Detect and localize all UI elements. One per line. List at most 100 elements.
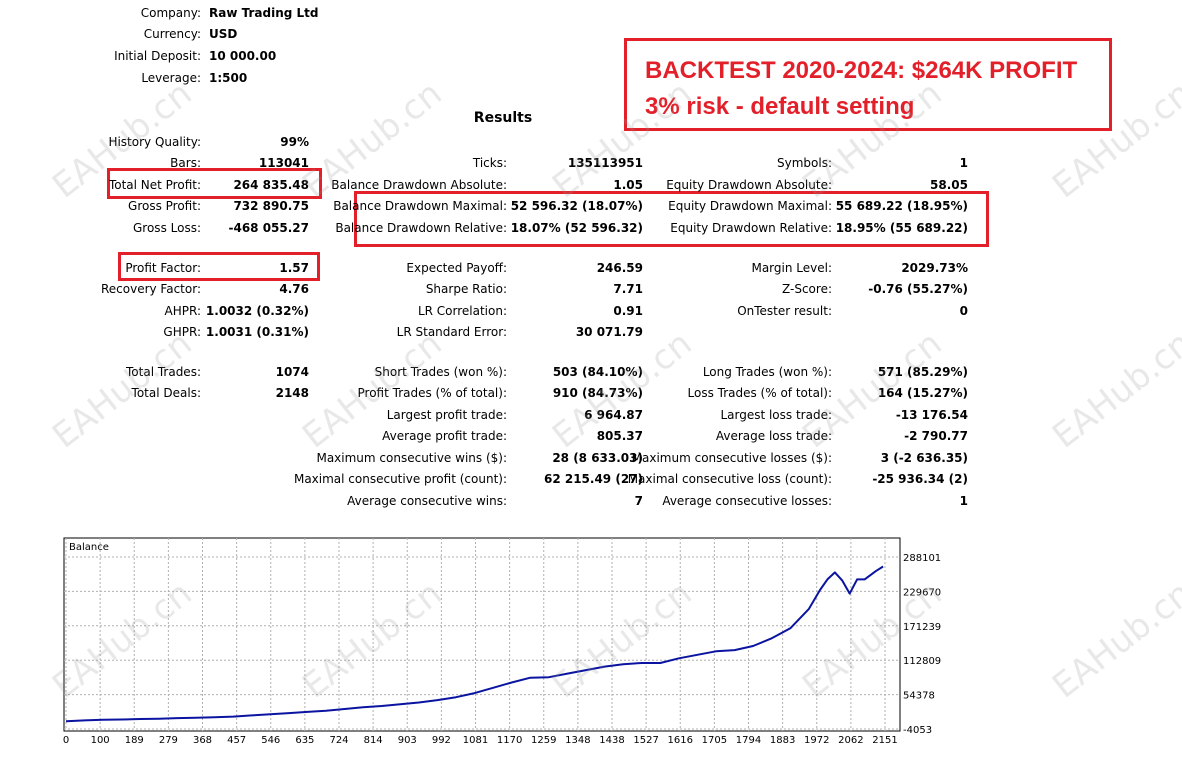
long-trades-label: Long Trades (won %): bbox=[702, 365, 832, 379]
avg-loss-label: Average loss trade: bbox=[715, 429, 832, 443]
y-tick-label: 171239 bbox=[903, 622, 941, 633]
x-axis-ticks: 0 100 189 279 368 457 546 635 724 814 903 992 1081 11… bbox=[63, 735, 898, 746]
x-tick-label: 368 bbox=[193, 735, 212, 746]
x-tick-label: 992 bbox=[432, 735, 451, 746]
total-deals-label: Total Deals: bbox=[131, 386, 201, 400]
x-tick-label: 814 bbox=[364, 735, 383, 746]
bal-dd-max-label: Balance Drawdown Maximal: bbox=[333, 199, 507, 213]
long-trades-value: 571 (85.29%) bbox=[877, 365, 968, 379]
x-tick-label: 1438 bbox=[599, 735, 624, 746]
ghpr-label: GHPR: bbox=[163, 325, 201, 339]
y-tick-label: -4053 bbox=[903, 725, 932, 736]
chart-title: Balance bbox=[69, 542, 109, 553]
bal-dd-rel-value: 18.07% (52 596.32) bbox=[510, 221, 643, 235]
x-tick-label: 1348 bbox=[565, 735, 590, 746]
balance-series-line bbox=[65, 565, 884, 723]
deposit-value: 10 000.00 bbox=[209, 49, 277, 63]
x-tick-label: 1883 bbox=[770, 735, 795, 746]
avg-cons-losses-value: 1 bbox=[959, 494, 968, 508]
lr-corr-value: 0.91 bbox=[613, 304, 643, 318]
x-tick-label: 903 bbox=[398, 735, 417, 746]
bal-dd-abs-label: Balance Drawdown Absolute: bbox=[331, 178, 507, 192]
total-trades-label: Total Trades: bbox=[126, 365, 201, 379]
expected-payoff-value: 246.59 bbox=[596, 261, 643, 275]
loss-trades-value: 164 (15.27%) bbox=[877, 386, 968, 400]
max-cons-losses-label: Maximum consecutive losses ($): bbox=[631, 451, 832, 465]
bars-label: Bars: bbox=[170, 156, 201, 170]
x-tick-label: 1259 bbox=[531, 735, 556, 746]
ticks-label: Ticks: bbox=[472, 156, 507, 170]
drawdown-highlight bbox=[354, 191, 989, 247]
lr-corr-label: LR Correlation: bbox=[417, 304, 507, 318]
history-quality-label: History Quality: bbox=[108, 135, 201, 149]
bal-dd-max-value: 52 596.32 (18.07%) bbox=[510, 199, 643, 213]
recovery-factor-value: 4.76 bbox=[279, 282, 309, 296]
net-profit-highlight bbox=[107, 168, 322, 199]
avg-profit-value: 805.37 bbox=[596, 429, 643, 443]
net-profit-label: Total Net Profit: bbox=[108, 178, 201, 192]
y-tick-label: 54378 bbox=[903, 691, 935, 702]
profit-trades-value: 910 (84.73%) bbox=[552, 386, 643, 400]
history-quality-value: 99% bbox=[280, 135, 309, 149]
total-deals-value: 2148 bbox=[275, 386, 309, 400]
maximal-cons-profit-label: Maximal consecutive profit (count): bbox=[293, 472, 507, 486]
x-tick-label: 546 bbox=[261, 735, 280, 746]
max-cons-losses-value: 3 (-2 636.35) bbox=[880, 451, 968, 465]
profit-factor-label: Profit Factor: bbox=[125, 261, 201, 275]
ontester-value: 0 bbox=[959, 304, 968, 318]
chart-gridlines bbox=[64, 538, 900, 731]
y-axis-ticks: 288101 229670 171239 112809 54378 -4053 bbox=[903, 553, 941, 736]
maximal-cons-profit-value: 62 215.49 (27) bbox=[543, 472, 643, 486]
ontester-label: OnTester result: bbox=[737, 304, 832, 318]
maximal-cons-loss-value: -25 936.34 (2) bbox=[872, 472, 968, 486]
x-tick-label: 2151 bbox=[872, 735, 897, 746]
gross-profit-value: 732 890.75 bbox=[233, 199, 309, 213]
x-tick-label: 1616 bbox=[668, 735, 693, 746]
avg-cons-wins-value: 7 bbox=[634, 494, 643, 508]
expected-payoff-label: Expected Payoff: bbox=[406, 261, 507, 275]
banner-line-1: BACKTEST 2020-2024: $264K PROFIT bbox=[645, 57, 1078, 84]
gross-profit-label: Gross Profit: bbox=[128, 199, 201, 213]
y-tick-label: 112809 bbox=[903, 656, 941, 667]
y-tick-label: 229670 bbox=[903, 587, 941, 598]
company-value: Raw Trading Ltd bbox=[209, 6, 319, 20]
x-tick-label: 1527 bbox=[633, 735, 658, 746]
x-tick-label: 724 bbox=[329, 735, 348, 746]
lr-se-label: LR Standard Error: bbox=[396, 325, 507, 339]
leverage-value: 1:500 bbox=[209, 71, 248, 85]
backtest-banner: BACKTEST 2020-2024: $264K PROFIT 3% risk… bbox=[624, 38, 1112, 131]
ghpr-value: 1.0031 (0.31%) bbox=[205, 325, 309, 339]
symbols-value: 1 bbox=[959, 156, 968, 170]
x-tick-label: 2062 bbox=[838, 735, 863, 746]
net-profit-value: 264 835.48 bbox=[233, 178, 309, 192]
ticks-value: 135113951 bbox=[567, 156, 643, 170]
bal-dd-abs-value: 1.05 bbox=[613, 178, 643, 192]
sharpe-value: 7.71 bbox=[613, 282, 643, 296]
zscore-label: Z-Score: bbox=[782, 282, 832, 296]
margin-level-value: 2029.73% bbox=[901, 261, 968, 275]
largest-profit-value: 6 964.87 bbox=[584, 408, 643, 422]
max-cons-wins-value: 28 (8 633.03) bbox=[552, 451, 643, 465]
largest-profit-label: Largest profit trade: bbox=[386, 408, 507, 422]
eq-dd-rel-value: 18.95% (55 689.22) bbox=[835, 221, 968, 235]
x-tick-label: 100 bbox=[91, 735, 110, 746]
recovery-factor-label: Recovery Factor: bbox=[100, 282, 201, 296]
short-trades-value: 503 (84.10%) bbox=[552, 365, 643, 379]
largest-loss-value: -13 176.54 bbox=[895, 408, 968, 422]
largest-loss-label: Largest loss trade: bbox=[720, 408, 832, 422]
profit-factor-value: 1.57 bbox=[279, 261, 309, 275]
avg-loss-value: -2 790.77 bbox=[904, 429, 968, 443]
sharpe-label: Sharpe Ratio: bbox=[425, 282, 507, 296]
x-tick-label: 457 bbox=[227, 735, 246, 746]
leverage-label: Leverage: bbox=[141, 71, 201, 85]
bal-dd-rel-label: Balance Drawdown Relative: bbox=[335, 221, 507, 235]
eq-dd-abs-label: Equity Drawdown Absolute: bbox=[666, 178, 832, 192]
gross-loss-label: Gross Loss: bbox=[133, 221, 201, 235]
maximal-cons-loss-label: Maximal consecutive loss (count): bbox=[627, 472, 832, 486]
eq-dd-rel-label: Equity Drawdown Relative: bbox=[670, 221, 832, 235]
deposit-label: Initial Deposit: bbox=[114, 49, 201, 63]
eq-dd-max-value: 55 689.22 (18.95%) bbox=[835, 199, 968, 213]
currency-label: Currency: bbox=[143, 27, 201, 41]
bars-value: 113041 bbox=[258, 156, 309, 170]
